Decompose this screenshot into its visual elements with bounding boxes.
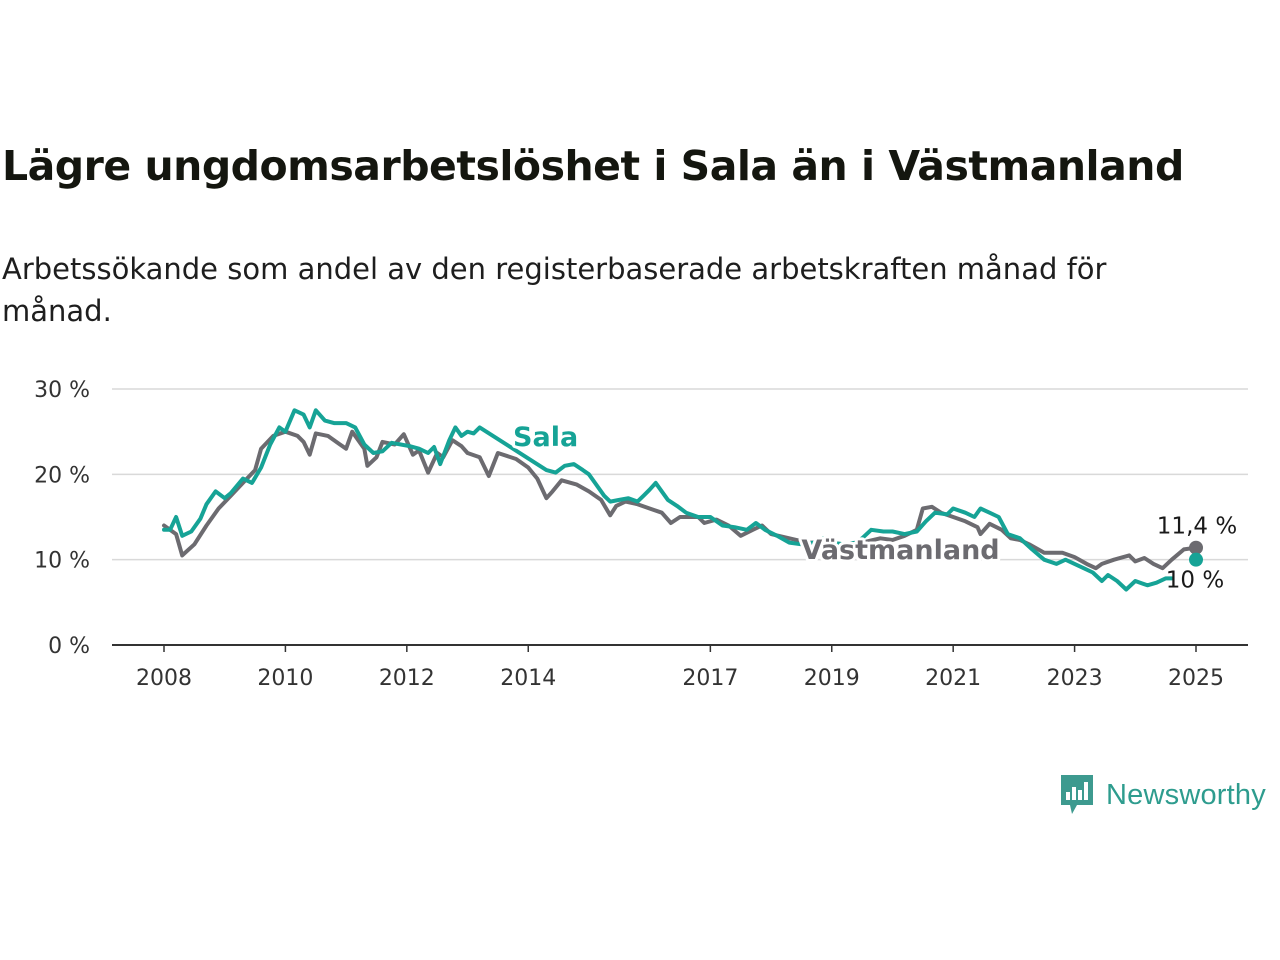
x-tick-label: 2025 bbox=[1168, 666, 1224, 691]
x-tick-label: 2012 bbox=[379, 666, 435, 691]
y-tick-label: 0 % bbox=[48, 634, 90, 659]
series-line-vastmanland bbox=[162, 429, 1198, 571]
grid-lines bbox=[112, 388, 1248, 561]
chart-title: Lägre ungdomsarbetslöshet i Sala än i Vä… bbox=[2, 142, 1184, 190]
end-point-vastmanland bbox=[1189, 540, 1203, 555]
x-tick-label: 2010 bbox=[257, 666, 313, 691]
y-tick-label: 20 % bbox=[34, 463, 90, 488]
x-tick-label: 2021 bbox=[925, 666, 981, 691]
end-label-vastmanland: 11,4 % bbox=[1157, 514, 1237, 540]
brand-logo[interactable]: Newsworthy bbox=[1058, 772, 1266, 818]
end-point-sala bbox=[1189, 552, 1203, 567]
labels: 11,4 % 10 % Sala Västmanland bbox=[510, 419, 1237, 594]
y-tick-label: 10 % bbox=[34, 549, 90, 574]
x-tick-label: 2023 bbox=[1047, 666, 1103, 691]
x-tick-label: 2008 bbox=[136, 666, 192, 691]
series-annotation-sala: Sala bbox=[513, 422, 578, 453]
newsworthy-bar-chart-icon bbox=[1061, 775, 1093, 814]
y-tick-label: 30 % bbox=[34, 378, 90, 403]
x-tick-label: 2019 bbox=[804, 666, 860, 691]
line-chart: 0 % 10 % 20 % 30 % 2008 2010 2012 2014 2017 2019 2… bbox=[34, 378, 1248, 691]
series-line-sala bbox=[162, 408, 1174, 592]
series-lines bbox=[162, 408, 1203, 592]
axes: 0 % 10 % 20 % 30 % 2008 2010 2012 2014 2017 2019 2… bbox=[34, 378, 1248, 691]
brand-name: Newsworthy bbox=[1106, 778, 1266, 811]
series-annotation-vstmanland: Västmanland bbox=[801, 535, 999, 566]
x-tick-label: 2014 bbox=[500, 666, 556, 691]
chart-subtitle: Arbetssökande som andel av den registerb… bbox=[2, 252, 1107, 328]
end-label-sala: 10 % bbox=[1166, 568, 1224, 594]
x-tick-label: 2017 bbox=[682, 666, 738, 691]
